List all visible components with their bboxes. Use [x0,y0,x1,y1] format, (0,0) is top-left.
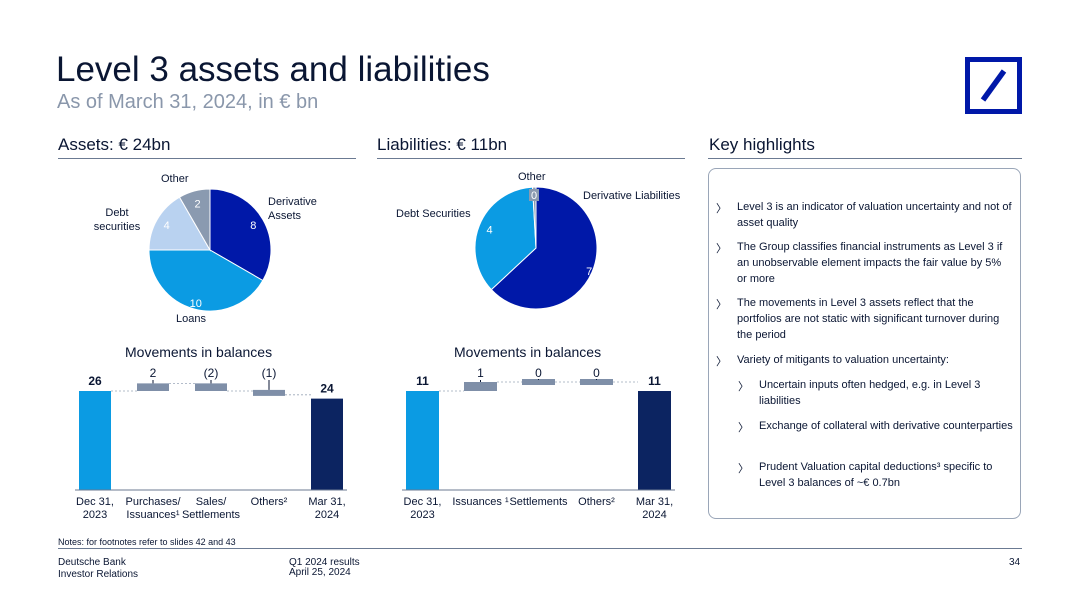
waterfall-value-label: 11 [416,374,429,388]
highlights-divider [708,158,1022,159]
sub-highlight-item: Exchange of collateral with derivative c… [759,420,1013,432]
bullet-chevron-icon: 〉 [716,203,727,215]
waterfall-category-label: Mar 31, [308,496,345,508]
assets-pie-value-label: 8 [250,220,256,232]
assets-pie-slice [178,188,211,252]
assets-pie-value-label: 4 [164,220,170,232]
liab-pie-value-label: 0 [531,190,537,202]
assets-divider [58,158,356,159]
waterfall-category-label: Settlements [509,496,568,508]
waterfall-bar [406,391,439,490]
assets-section-title: Assets: € 24bn [58,135,171,154]
footer-event: Q1 2024 results [289,557,360,568]
assets-pie-value-label: 10 [190,298,202,310]
waterfall-bar [253,389,285,396]
highlight-item: Level 3 is an indicator of valuation unc… [737,201,1012,229]
liab-pie-slice [532,186,537,249]
waterfall-value-label: (1) [262,366,277,380]
waterfall-value-label: 26 [88,374,102,388]
waterfall-category-label: Others² [251,496,288,508]
footer-divider [58,548,1022,549]
waterfall-category-label: 2023 [83,509,107,521]
waterfall-bar [311,398,343,490]
waterfall-value-label: (2) [204,366,219,380]
waterfall-bar [522,379,555,385]
sub-highlight-item: Uncertain inputs often hedged, e.g. in L… [759,379,981,407]
waterfall-category-label: 2023 [410,509,434,521]
pie-label-derivative-liabilities: Derivative Liabilities [583,190,681,202]
sub-bullet-chevron-icon: 〉 [738,463,749,475]
waterfall-bar [137,383,169,391]
sub-bullet-chevron-icon: 〉 [738,422,749,434]
pie-label-derivative-assets-l1: Derivative [268,196,317,208]
highlight-item: The movements in Level 3 assets reflect … [737,297,1000,341]
waterfall-category-label: Sales/ [196,496,228,508]
pie-label-liab-debt-securities: Debt Securities [396,208,471,220]
sub-bullet-chevron-icon: 〉 [738,381,749,393]
waterfall-category-label: Mar 31, [636,496,673,508]
key-highlights-panel [708,168,1021,519]
pie-label-debt-securities-l1: Debt [105,207,129,219]
pie-label-loans: Loans [176,313,206,325]
assets-movements-title: Movements in balances [125,344,273,360]
waterfall-bar [638,391,671,490]
waterfall-category-label: 2024 [642,509,666,521]
waterfall-bar [580,379,613,385]
liab-pie-slice [474,186,537,291]
assets-pie-value-label: 2 [195,199,201,211]
waterfall-category-label: Dec 31, [76,496,114,508]
bullet-chevron-icon: 〉 [716,356,727,368]
waterfall-category-label: Purchases/ [125,496,181,508]
footer-company: Deutsche Bank [58,557,126,568]
highlights-section-title: Key highlights [709,135,815,154]
sub-highlight-item: Prudent Valuation capital deductions³ sp… [759,461,993,489]
waterfall-bar [79,391,111,490]
waterfall-value-label: 24 [320,382,334,396]
waterfall-bar [464,382,497,391]
highlight-item: The Group classifies financial instrumen… [737,241,1003,285]
waterfall-category-label: Others² [578,496,615,508]
assets-pie-slice [148,196,211,251]
pie-label-debt-securities: Debt securities [92,206,142,234]
waterfall-category-label: Issuances¹ [126,509,180,521]
assets-pie-slice [209,188,272,282]
footnote-notes: Notes: for footnotes refer to slides 42 … [58,537,236,547]
footer-dept: Investor Relations [58,569,139,580]
pie-label-liab-other: Other [518,171,546,183]
waterfall-value-label: 11 [648,374,661,388]
waterfall-value-label: 2 [150,366,157,380]
waterfall-value-label: 0 [593,366,600,380]
waterfall-category-label: Dec 31, [404,496,442,508]
liabilities-waterfall-chart: 11 Dec 31,2023 1 Issuances ¹ 0 Settlements 0 Ot… [402,366,675,521]
waterfall-value-label: 0 [535,366,542,380]
pie-label-debt-securities-l2: securities [93,221,141,233]
bullet-chevron-icon: 〉 [716,299,727,311]
assets-pie-slice [148,249,264,312]
waterfall-value-label: 1 [477,366,484,380]
liabilities-divider [377,158,685,159]
page-subtitle: As of March 31, 2024, in € bn [57,91,319,113]
assets-waterfall-chart: 26 Dec 31,2023 2 Purchases/Issuances¹ (2) Sal… [75,366,347,521]
pie-label-derivative-assets-l2: Assets [268,210,302,222]
page-title: Level 3 assets and liabilities [56,50,490,89]
liab-pie-value-label: 4 [487,224,493,236]
waterfall-category-label: Issuances ¹ [452,496,509,508]
page-number: 34 [1009,557,1021,568]
pie-label-other: Other [161,173,189,185]
liabilities-movements-title: Movements in balances [454,344,602,360]
footer-date: April 25, 2024 [289,567,351,578]
pie-label-derivative-assets: Derivative Assets [268,195,317,223]
liabilities-section-title: Liabilities: € 11bn [377,135,508,154]
waterfall-bar [195,383,227,391]
liab-pie-slice [490,186,598,310]
assets-pie-chart: 8 10 4 2 [148,188,272,312]
deutsche-bank-logo-icon [965,57,1022,114]
liabilities-pie-chart: 7 4 0 [474,186,598,310]
highlight-item: Variety of mitigants to valuation uncert… [737,354,949,366]
waterfall-category-label: 2024 [315,509,339,521]
waterfall-category-label: Settlements [182,509,241,521]
liab-pie-value-label: 7 [586,266,592,278]
bullet-chevron-icon: 〉 [716,243,727,255]
liab-pie-other-box [529,189,539,201]
